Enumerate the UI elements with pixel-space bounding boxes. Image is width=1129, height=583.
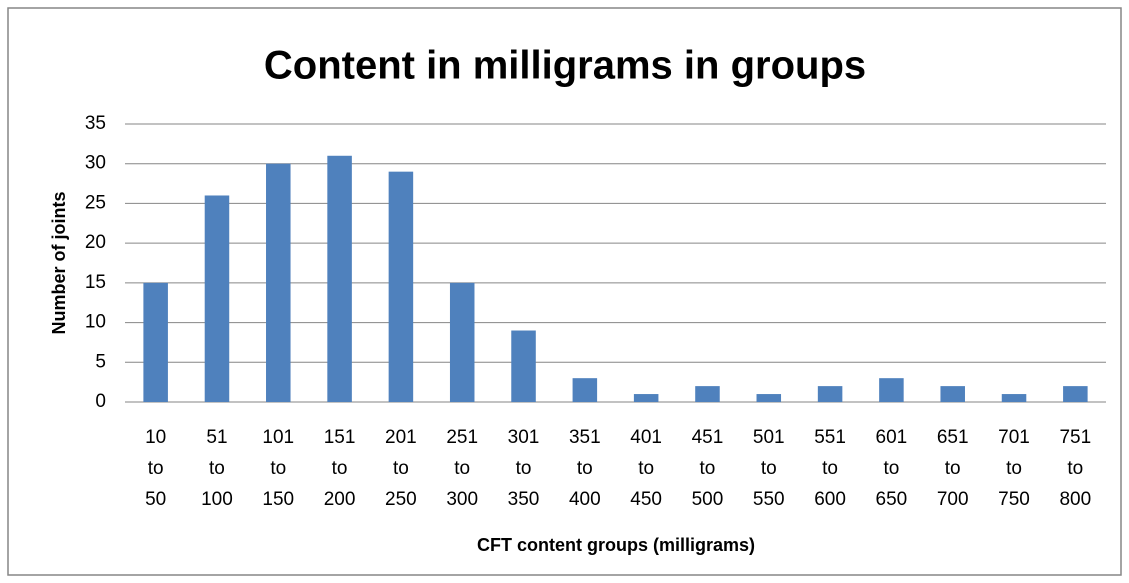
bar [572, 378, 598, 402]
bar [633, 394, 659, 402]
bar [1063, 386, 1088, 402]
y-tick-label: 0 [95, 391, 106, 412]
y-axis-label: Number of joints [49, 192, 69, 335]
y-tick-label: 35 [85, 113, 106, 134]
bar [449, 282, 475, 402]
x-tick-label: 451 to 500 [692, 427, 724, 510]
bar [388, 171, 414, 402]
x-tick-label: 701 to 750 [998, 427, 1030, 510]
bar [266, 163, 291, 402]
x-tick-label: 501 to 550 [753, 427, 785, 510]
x-tick-label: 351 to 400 [569, 427, 601, 510]
bar [879, 378, 904, 402]
y-tick-label: 5 [95, 351, 106, 372]
x-tick-label: 651 to 700 [937, 427, 969, 510]
x-tick-label: 201 to 250 [385, 427, 417, 510]
bar [817, 386, 843, 402]
bar [511, 330, 536, 402]
chart-title: Content in milligrams in groups [264, 44, 866, 88]
chart-border [7, 7, 1122, 576]
bar [143, 282, 168, 402]
y-tick-label: 15 [85, 272, 106, 293]
x-axis-label: CFT content groups (milligrams) [477, 535, 755, 555]
bar [756, 394, 782, 402]
bar [327, 155, 352, 402]
y-tick-label: 30 [85, 153, 106, 174]
x-tick-label: 301 to 350 [508, 427, 540, 510]
x-tick-label: 251 to 300 [446, 427, 478, 510]
y-tick-label: 20 [85, 232, 106, 253]
bar [695, 386, 720, 402]
x-tick-label: 51 to 100 [201, 427, 233, 510]
x-tick-label: 751 to 800 [1059, 427, 1091, 510]
x-tick-label: 551 to 600 [814, 427, 846, 510]
x-tick-label: 401 to 450 [630, 427, 662, 510]
bar [204, 195, 230, 402]
x-tick-label: 151 to 200 [324, 427, 356, 510]
y-tick-label: 10 [85, 312, 106, 333]
x-tick-label: 601 to 650 [876, 427, 908, 510]
x-tick-label: 101 to 150 [262, 427, 294, 510]
x-tick-label: 10 to 50 [145, 427, 166, 510]
bar [940, 386, 965, 402]
bar [1001, 394, 1027, 402]
y-tick-label: 25 [85, 192, 106, 213]
